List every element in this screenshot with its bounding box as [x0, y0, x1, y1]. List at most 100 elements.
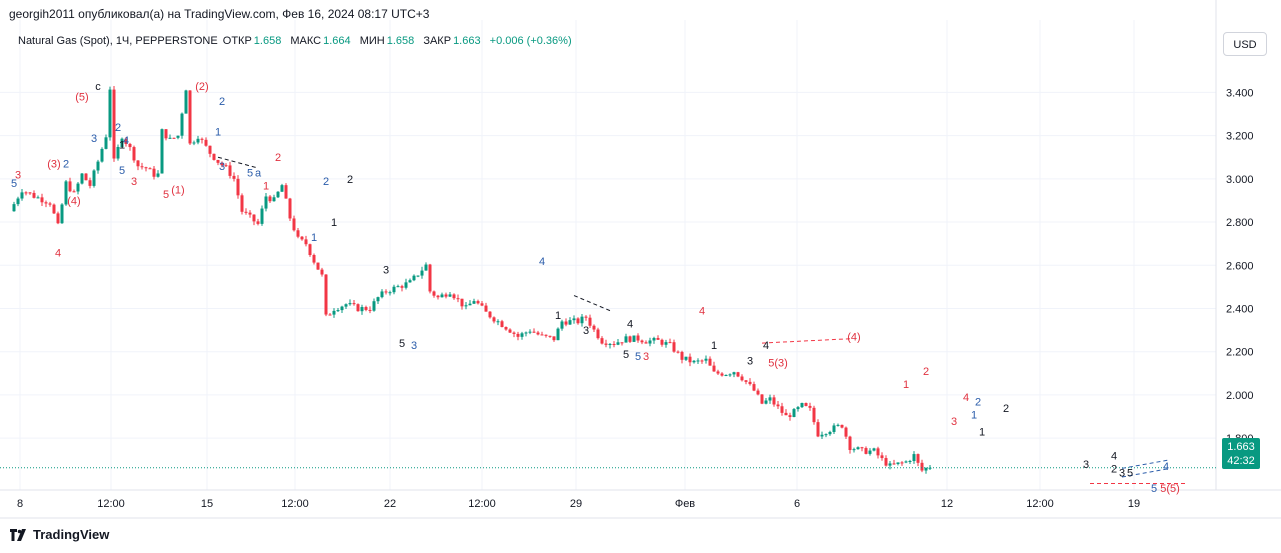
candle-body — [728, 374, 732, 376]
candle-body — [200, 138, 204, 140]
open-value: 1.658 — [253, 35, 282, 47]
candle-body — [140, 166, 144, 168]
candle-body — [256, 221, 260, 224]
candle-body — [760, 394, 764, 404]
candle-body — [520, 333, 524, 337]
wave-label: 4 — [699, 306, 705, 318]
candle-body — [400, 286, 404, 288]
candle-body — [876, 448, 880, 456]
candle-body — [892, 463, 896, 465]
candle-body — [848, 436, 852, 451]
low-value: 1.658 — [386, 35, 415, 47]
candle-body — [468, 303, 472, 306]
candle-body — [796, 407, 800, 410]
candle-body — [544, 334, 548, 336]
candle-body — [376, 297, 380, 302]
current-price-label: 1.663 — [1227, 441, 1255, 453]
candle-body — [384, 291, 388, 293]
x-tick-label: 22 — [384, 498, 396, 510]
x-tick-label: 15 — [201, 498, 213, 510]
candle-body — [324, 274, 328, 315]
tradingview-logo-icon — [10, 528, 26, 541]
wave-label: 5(5) — [1160, 483, 1180, 495]
candle-body — [908, 461, 912, 463]
wave-label: 1 — [119, 139, 125, 151]
candle-body — [20, 192, 24, 199]
candle-body — [656, 337, 660, 340]
wave-label: 4 — [763, 340, 769, 352]
currency-button[interactable]: USD — [1223, 32, 1267, 56]
candle-body — [700, 360, 704, 362]
candle-body — [916, 454, 920, 463]
candle-body — [356, 304, 360, 312]
candle-body — [652, 337, 656, 341]
candle-body — [600, 338, 604, 344]
wave-label: 4 — [1111, 450, 1117, 462]
wave-label: 2 — [115, 122, 121, 134]
candle-body — [880, 455, 884, 459]
wave-label: (4) — [67, 195, 80, 207]
candle-body — [920, 462, 924, 471]
candle-body — [460, 298, 464, 307]
wave-label: 3 — [219, 161, 225, 173]
candle-body — [784, 412, 788, 416]
candle-body — [184, 90, 188, 114]
wave-label: 1 — [555, 310, 561, 322]
high-value: 1.664 — [323, 35, 351, 47]
candle-body — [896, 462, 900, 465]
candle-body — [712, 365, 716, 372]
candle-body — [632, 335, 636, 342]
candle-body — [148, 168, 152, 170]
candle-body — [220, 162, 224, 166]
candle-body — [392, 286, 396, 293]
close-label: ЗАКР — [423, 35, 452, 47]
candle-body — [432, 291, 436, 296]
candle-body — [280, 185, 284, 192]
candle-body — [336, 310, 340, 312]
candle-body — [860, 447, 864, 449]
candle-body — [360, 307, 364, 312]
candle-body — [380, 291, 384, 298]
candle-body — [812, 407, 816, 423]
wave-label: 5 — [163, 189, 169, 201]
candle-body — [136, 160, 140, 167]
candle-body — [492, 317, 496, 322]
wave-label: 3 — [131, 176, 137, 188]
candle-body — [416, 275, 420, 277]
candle-body — [312, 255, 316, 263]
candle-body — [420, 270, 424, 276]
wave-label: 3 — [747, 355, 753, 367]
wave-label: 4 — [963, 392, 969, 404]
candle-body — [160, 129, 164, 174]
candle-body — [552, 336, 556, 341]
wave-label: 3 — [91, 133, 97, 145]
candle-body — [436, 295, 440, 298]
candle-body — [472, 301, 476, 304]
candle-body — [128, 143, 132, 148]
wave-label: 3 — [951, 416, 957, 428]
candle-body — [828, 431, 832, 435]
wave-label: c — [95, 81, 101, 93]
candle-body — [284, 185, 288, 199]
wave-label: 2 — [1111, 463, 1117, 475]
candle-body — [480, 303, 484, 306]
candle-body — [840, 424, 844, 428]
wave-label: 3 — [583, 325, 589, 337]
candle-body — [348, 303, 352, 305]
wave-label: 5 — [635, 351, 641, 363]
x-tick-label: 8 — [17, 498, 23, 510]
wave-label: 5(3) — [768, 358, 788, 370]
candle-body — [300, 236, 304, 240]
candle-body — [808, 405, 812, 408]
candle-body — [76, 183, 80, 192]
candle-body — [740, 376, 744, 381]
candle-body — [660, 339, 664, 345]
candle-body — [688, 356, 692, 363]
candle-body — [12, 204, 16, 212]
wave-label: 1 — [331, 217, 337, 229]
candle-body — [68, 181, 72, 192]
candle-body — [856, 447, 860, 450]
candle-body — [132, 147, 136, 161]
candle-body — [16, 198, 20, 205]
